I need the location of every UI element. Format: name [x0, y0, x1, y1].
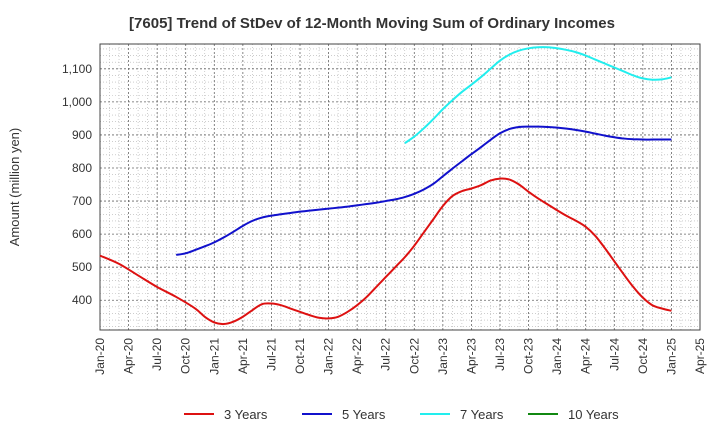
y-tick-label: 600 — [72, 227, 92, 241]
x-tick-label: Apr-20 — [122, 338, 136, 374]
plot-frame — [99, 43, 701, 331]
x-tick-label: Oct-24 — [636, 338, 650, 374]
x-tick-label: Apr-22 — [350, 338, 364, 374]
x-tick-label: Oct-20 — [179, 338, 193, 374]
series-line-7-years — [404, 46, 672, 145]
x-tick-label: Oct-23 — [522, 338, 536, 374]
plot-area: Jan-20 Apr-20 Jul-20 Oct-20 Jan-21 Apr-21 Jul-… — [62, 43, 707, 375]
x-tick-label: Apr-24 — [579, 338, 593, 374]
y-tick-label: 700 — [72, 194, 92, 208]
y-tick-label: 1,100 — [62, 62, 92, 76]
legend: 3 Years 5 Years 7 Years 10 Years — [184, 407, 619, 422]
y-tick-label: 400 — [72, 293, 92, 307]
chart-title: [7605] Trend of StDev of 12-Month Moving… — [129, 15, 615, 32]
x-tick-label: Jul-20 — [150, 338, 164, 371]
x-tick-label: Jan-24 — [550, 338, 564, 375]
legend-label: 7 Years — [460, 407, 504, 422]
x-tick-label: Jul-23 — [493, 338, 507, 371]
x-tick-label: Jan-22 — [322, 338, 336, 375]
legend-label: 3 Years — [224, 407, 268, 422]
x-tick-label: Jul-21 — [264, 338, 278, 371]
x-tick-label: Oct-22 — [407, 338, 421, 374]
x-tick-label: Jan-21 — [207, 338, 221, 375]
y-tick-label: 1,000 — [62, 95, 92, 109]
series-line-5-years — [176, 125, 672, 256]
series-line-3-years — [99, 177, 672, 326]
y-tick-label: 900 — [72, 128, 92, 142]
legend-label: 10 Years — [568, 407, 619, 422]
x-tick-label: Oct-21 — [293, 338, 307, 374]
legend-label: 5 Years — [342, 407, 386, 422]
x-tick-label: Jan-20 — [93, 338, 107, 375]
y-tick-label: 500 — [72, 260, 92, 274]
x-tick-label: Jan-25 — [664, 338, 678, 375]
x-tick-label: Jan-23 — [436, 338, 450, 375]
x-tick-label: Apr-25 — [693, 338, 707, 374]
y-tick-label: 800 — [72, 161, 92, 175]
x-tick-label: Jul-24 — [607, 338, 621, 371]
x-tick-label: Apr-21 — [236, 338, 250, 374]
x-tick-label: Jul-22 — [379, 338, 393, 371]
x-tick-label: Apr-23 — [464, 338, 478, 374]
y-axis-label: Amount (million yen) — [7, 128, 22, 247]
